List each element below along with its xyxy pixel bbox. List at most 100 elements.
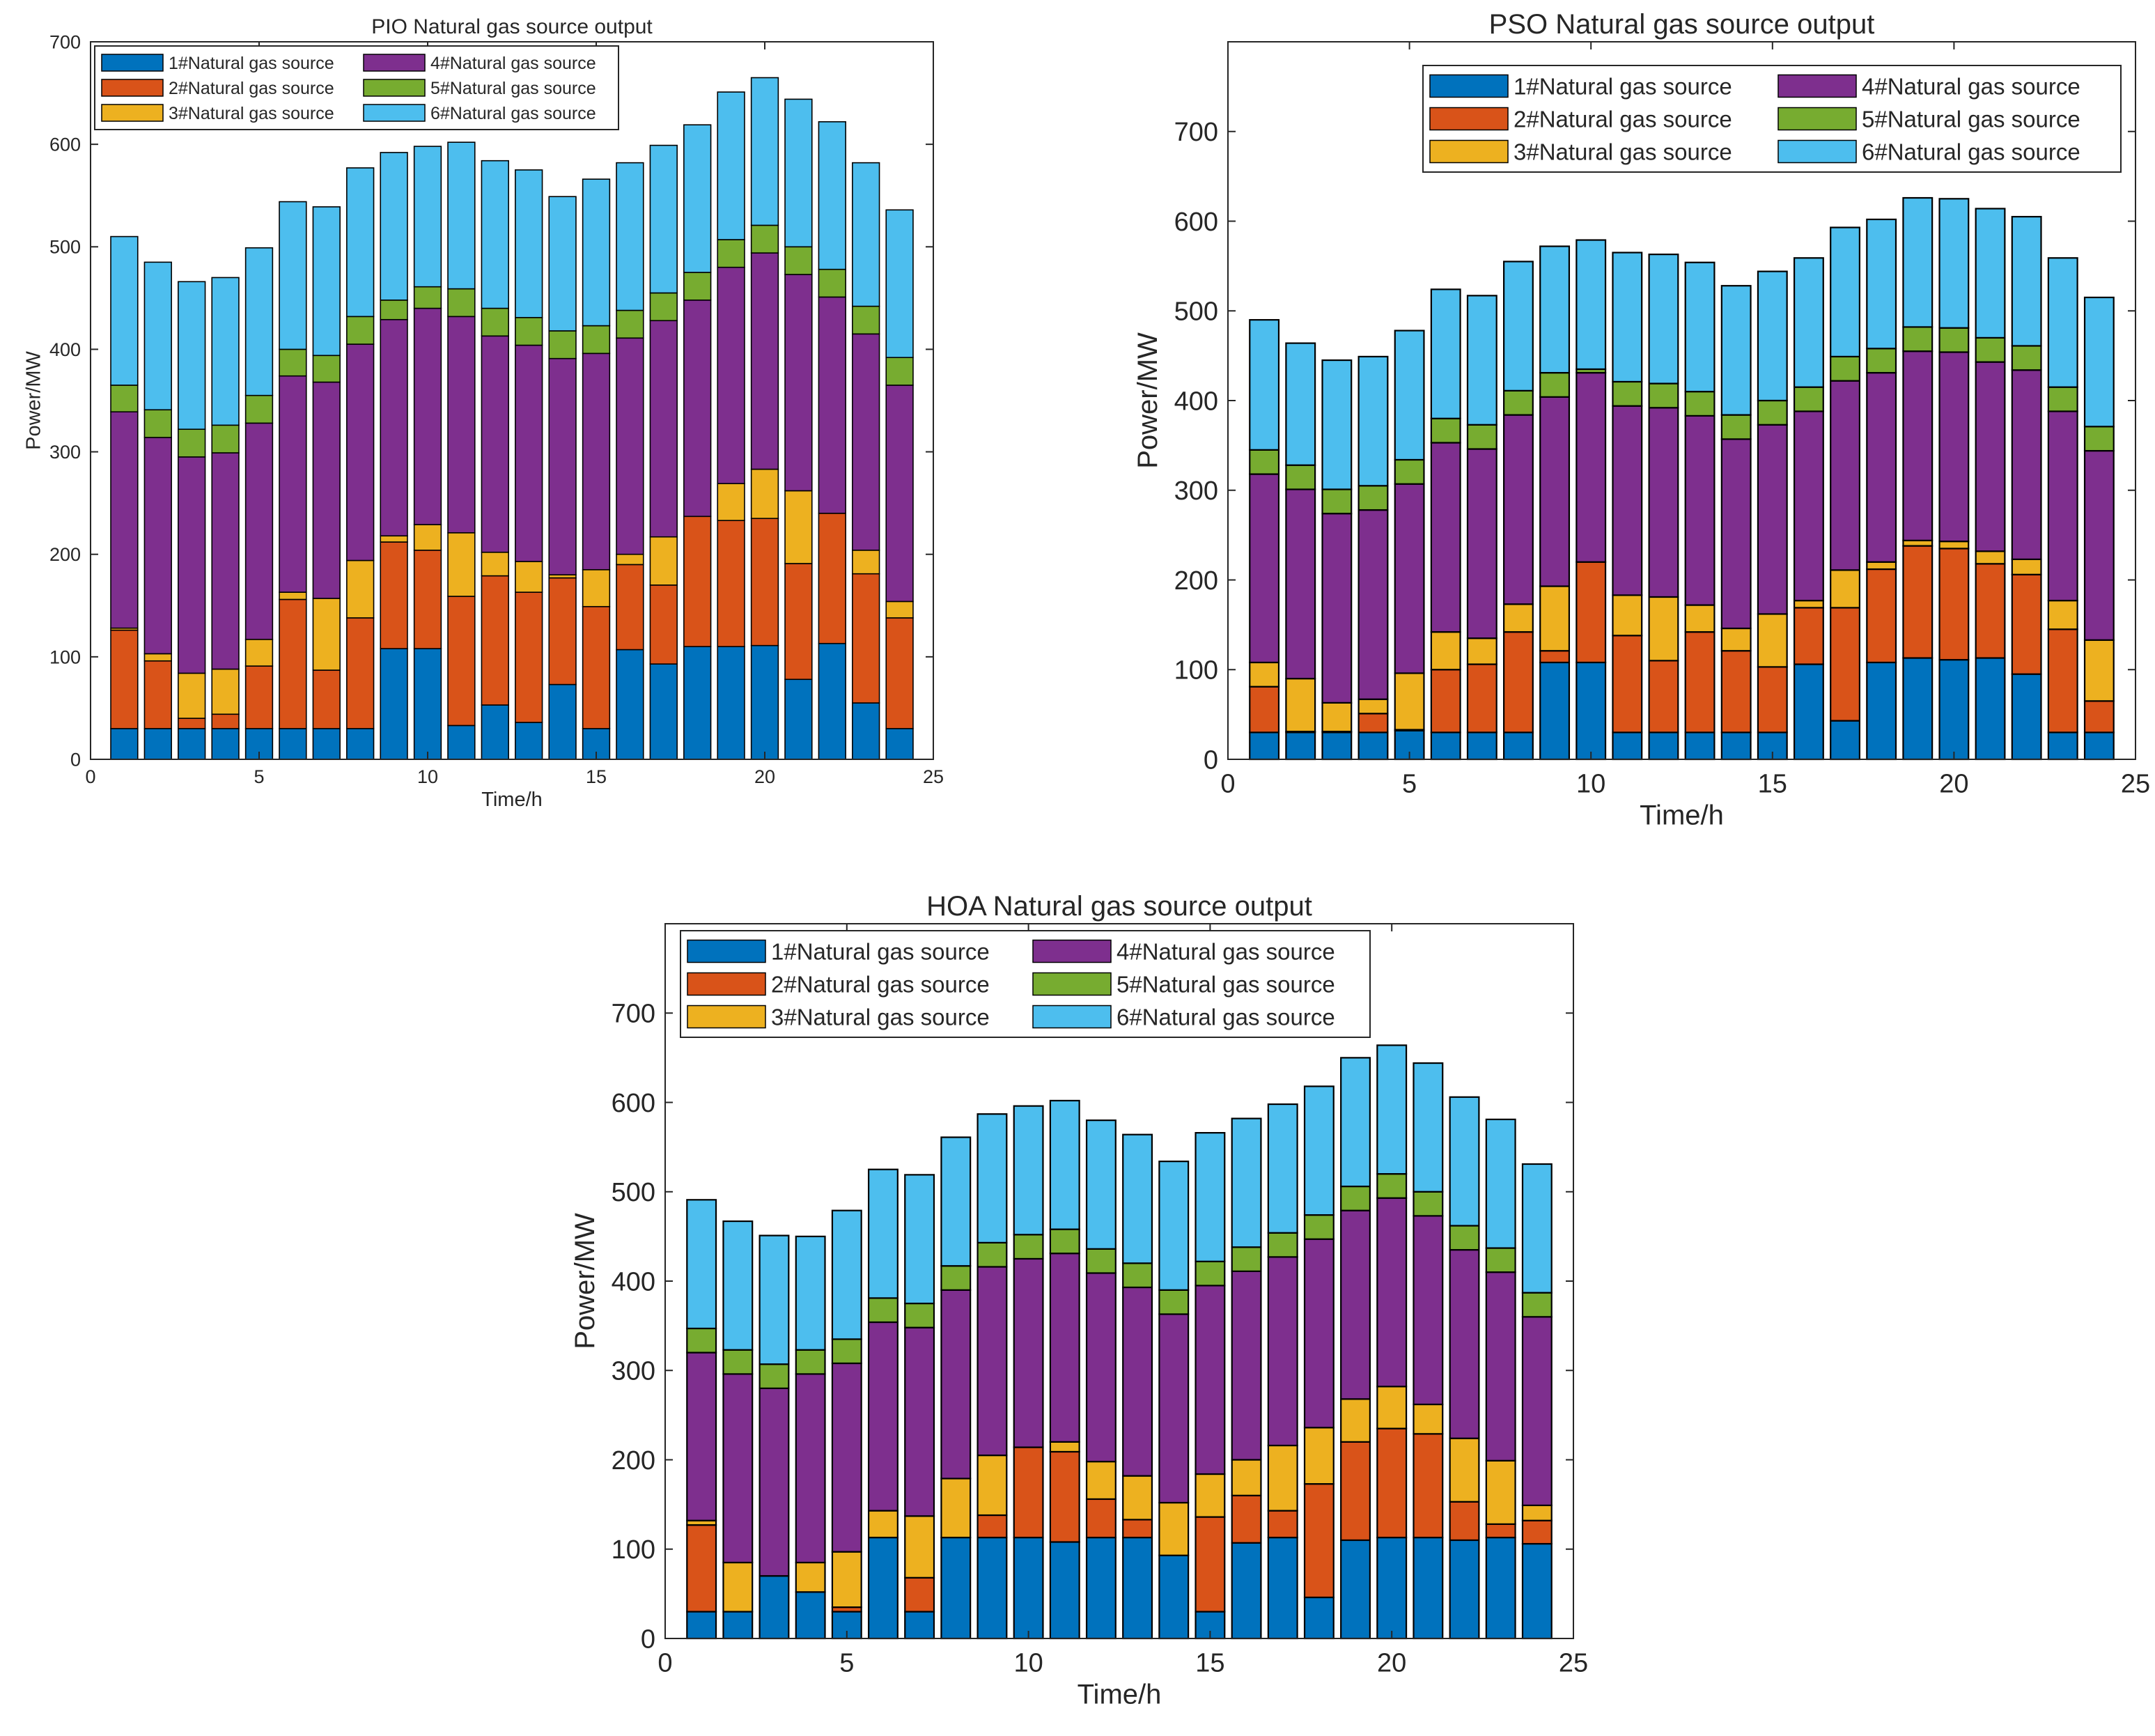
bar-segment — [1049, 1228, 1080, 1255]
bar-segment — [1521, 1292, 1553, 1318]
legend-label: 6#Natural gas source — [430, 104, 596, 123]
bar-segment — [1049, 1099, 1080, 1230]
bar-segment — [885, 209, 914, 358]
bar-segment — [818, 296, 846, 514]
bar-segment — [110, 728, 139, 760]
bar-segment — [686, 1351, 717, 1521]
bar-segment — [831, 1338, 862, 1365]
bar-segment — [481, 704, 509, 760]
bar-segment — [1938, 327, 1970, 353]
legend-label: 6#Natural gas source — [1862, 139, 2080, 164]
bar-segment — [1267, 1232, 1298, 1258]
bar-segment — [1013, 1105, 1044, 1236]
bar-segment — [904, 1302, 935, 1328]
bar-segment — [1394, 483, 1425, 674]
legend-swatch — [101, 79, 164, 97]
bar-segment — [1503, 414, 1534, 605]
bar-segment — [977, 1536, 1008, 1640]
bar-segment — [1539, 396, 1571, 587]
legend-swatch — [687, 939, 766, 963]
bar-segment — [683, 299, 712, 518]
legend-swatch — [1429, 107, 1509, 131]
bar-segment — [1684, 391, 1716, 417]
bar-segment — [1576, 239, 1607, 371]
bar-segment — [1576, 661, 1607, 761]
bar-segment — [110, 235, 139, 386]
bar-segment — [211, 728, 240, 760]
legend-label: 6#Natural gas source — [1117, 1004, 1335, 1030]
bar-segment — [413, 550, 442, 649]
legend-label: 5#Natural gas source — [1862, 106, 2080, 132]
bar-segment — [1376, 1536, 1408, 1640]
bar-segment — [1249, 661, 1280, 688]
bar-segment — [1539, 661, 1571, 761]
bar-segment — [717, 520, 745, 647]
pio-chart: 0 5 10 15 20 25 0 100 200 300 400 500 600 700 PIO Natu… — [22, 15, 944, 811]
legend-box — [94, 45, 619, 130]
bar-segment — [1357, 713, 1389, 734]
y-tick-label: 400 — [612, 1267, 655, 1296]
bar-segment — [616, 337, 644, 555]
bar-segment — [1013, 1446, 1044, 1539]
hoa-chart: 0 5 10 15 20 25 0 100 200 300 400 500 600 700 HOA Natu… — [570, 891, 1588, 1710]
bar-segment — [1357, 698, 1389, 715]
bar-segment — [1195, 1473, 1226, 1518]
bar-segment — [1321, 488, 1353, 515]
bar-segment — [1648, 382, 1679, 409]
bar-segment — [447, 288, 476, 318]
bar-segment — [904, 1515, 935, 1579]
bar-segment — [1866, 218, 1897, 350]
bar-segment — [1902, 350, 1934, 541]
bar-segment — [380, 541, 408, 649]
bar-segment — [1757, 399, 1788, 426]
bar-segment — [683, 516, 712, 647]
bar-segment — [904, 1174, 935, 1305]
bar-segment — [1158, 1289, 1190, 1315]
bar-segment — [1503, 631, 1534, 734]
y-axis-label: Power/MW — [1133, 332, 1163, 469]
bar-segment — [515, 169, 543, 318]
bar-segment — [1485, 1271, 1516, 1462]
bar-segment — [1085, 1498, 1117, 1539]
bar-segment — [1684, 261, 1716, 393]
bar-segment — [758, 1234, 790, 1365]
bar-segment — [1521, 1519, 1553, 1545]
bar-segment — [649, 536, 678, 586]
x-tick-label: 25 — [1559, 1649, 1588, 1678]
bar-segment — [1158, 1161, 1190, 1291]
bar-segment — [750, 468, 779, 520]
bar-segment — [1466, 448, 1497, 640]
bar-segment — [143, 437, 172, 655]
bar-segment — [211, 668, 240, 715]
bar-segment — [380, 535, 408, 543]
bar-segment — [1684, 604, 1716, 633]
y-tick-label: 700 — [49, 31, 81, 52]
bar-segment — [1303, 1085, 1335, 1216]
bar-segment — [515, 344, 543, 562]
chart-title: HOA Natural gas source output — [926, 891, 1312, 922]
bar-segment — [447, 724, 476, 760]
bar-segment — [1793, 607, 1824, 665]
bar-segment — [795, 1561, 826, 1593]
y-tick-label: 100 — [49, 646, 81, 667]
bar-segment — [1938, 198, 1970, 329]
x-tick-label: 15 — [586, 766, 607, 787]
bar-segment — [312, 381, 341, 599]
bar-segment — [885, 600, 914, 619]
bar-segment — [279, 598, 307, 729]
bar-segment — [1866, 371, 1897, 563]
bar-segment — [1830, 355, 1860, 382]
bar-segment — [2083, 700, 2115, 734]
bar-segment — [1757, 270, 1788, 402]
bar-segment — [143, 261, 172, 411]
bar-segment — [1449, 1225, 1480, 1251]
bar-segment — [1466, 637, 1497, 665]
bar-segment — [1902, 539, 1934, 547]
y-tick-label: 0 — [641, 1625, 655, 1654]
bar-segment — [211, 277, 240, 426]
legend-label: 5#Natural gas source — [1117, 971, 1335, 997]
bar-segment — [413, 286, 442, 309]
bar-segment — [758, 1575, 790, 1640]
bar-segment — [244, 639, 274, 667]
bar-segment — [1267, 1510, 1298, 1539]
